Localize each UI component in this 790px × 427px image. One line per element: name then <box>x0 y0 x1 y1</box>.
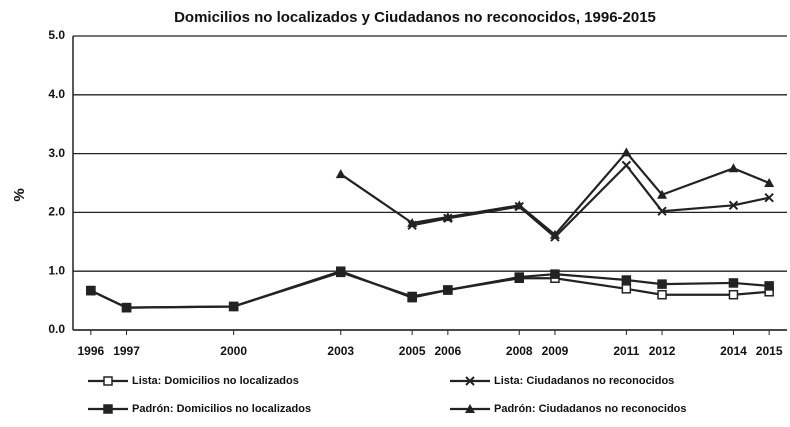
legend-label: Padrón: Ciudadanos no reconocidos <box>494 403 687 415</box>
marker <box>621 160 632 171</box>
legend-label: Lista: Domicilios no localizados <box>132 375 299 387</box>
marker <box>407 291 417 302</box>
marker <box>335 169 346 179</box>
marker <box>621 147 632 157</box>
y-tick-label: 2.0 <box>48 205 65 219</box>
legend-label: Lista: Ciudadanos no reconocidos <box>494 375 674 387</box>
y-tick-label: 4.0 <box>48 87 65 101</box>
marker <box>465 376 475 386</box>
x-tick-label: 2009 <box>542 344 569 358</box>
chart-title: Domicilios no localizados y Ciudadanos n… <box>174 9 656 26</box>
x-tick-label: 2014 <box>720 344 747 358</box>
marker <box>442 212 453 222</box>
marker <box>465 404 475 413</box>
marker <box>514 272 524 282</box>
marker <box>228 301 239 312</box>
series-line <box>90 271 770 309</box>
marker <box>728 163 739 173</box>
y-tick-label: 5.0 <box>48 28 65 42</box>
x-tick-label: 2005 <box>399 344 426 358</box>
marker <box>728 278 739 288</box>
y-tick-label: 0.0 <box>48 322 65 336</box>
marker <box>764 192 774 203</box>
marker <box>407 217 418 227</box>
series-line <box>340 150 770 237</box>
marker <box>728 200 739 211</box>
marker <box>657 189 668 199</box>
marker <box>86 285 96 296</box>
marker <box>103 404 113 414</box>
marker <box>336 267 346 278</box>
x-tick-label: 2012 <box>649 344 676 358</box>
marker <box>764 281 774 291</box>
marker <box>657 279 667 289</box>
legend-label: Padrón: Domicilios no localizados <box>132 403 311 415</box>
x-tick-label: 2003 <box>327 344 354 358</box>
x-tick-label: 1996 <box>77 344 104 358</box>
x-tick-label: 2006 <box>434 344 461 358</box>
marker <box>443 285 453 295</box>
marker <box>657 289 667 300</box>
marker <box>621 284 632 294</box>
x-tick-label: 2011 <box>613 344 639 358</box>
marker <box>550 269 560 279</box>
x-tick-label: 1997 <box>113 344 140 358</box>
marker <box>514 200 525 210</box>
marker <box>121 302 132 313</box>
marker <box>103 376 113 386</box>
y-axis-label: % <box>11 188 28 201</box>
marker <box>764 178 775 187</box>
series-line <box>90 270 770 309</box>
marker <box>621 275 632 285</box>
y-tick-label: 3.0 <box>48 146 65 160</box>
series-line <box>411 163 770 239</box>
x-tick-label: 2008 <box>506 344 533 358</box>
y-tick-label: 1.0 <box>48 263 65 277</box>
marker <box>657 206 667 216</box>
x-tick-label: 2000 <box>220 344 247 358</box>
marker <box>549 229 560 239</box>
x-tick-label: 2015 <box>756 344 783 358</box>
marker <box>728 289 739 300</box>
